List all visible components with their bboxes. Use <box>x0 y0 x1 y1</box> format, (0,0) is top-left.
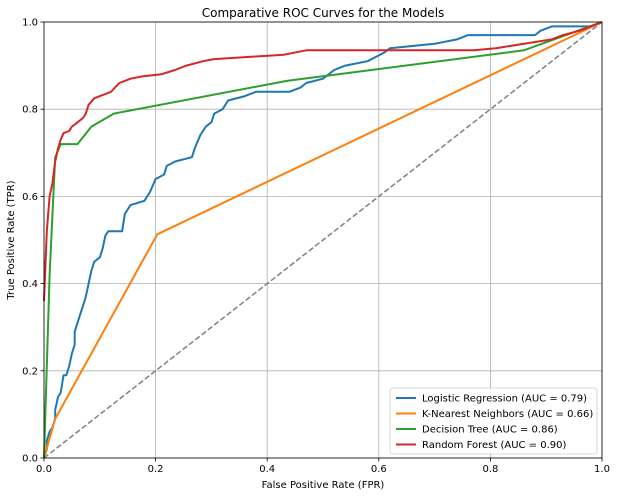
legend-label: Decision Tree (AUC = 0.86) <box>422 425 558 436</box>
x-axis-label: False Positive Rate (FPR) <box>262 480 385 491</box>
roc-curve-line <box>43 21 603 302</box>
legend: Logistic Regression (AUC = 0.79) K-Neares… <box>389 387 598 455</box>
roc-curve-line <box>43 21 603 459</box>
x-tick-label: 0.2 <box>148 464 164 475</box>
roc-curves <box>43 21 603 459</box>
legend-label: Logistic Regression (AUC = 0.79) <box>422 394 587 405</box>
y-tick-label: 0.2 <box>22 366 38 377</box>
legend-label: Random Forest (AUC = 0.90) <box>422 440 566 451</box>
chart-title: Comparative ROC Curves for the Models <box>202 6 445 20</box>
plot-frame <box>43 21 603 459</box>
y-tick-label: 0.0 <box>22 454 38 465</box>
y-tick-label: 1.0 <box>22 18 38 29</box>
x-tick-label: 1.0 <box>594 464 610 475</box>
y-axis-label: True Positive Rate (TPR) <box>6 180 17 300</box>
y-tick-label: 0.4 <box>22 279 38 290</box>
chance-diagonal-line <box>43 21 603 459</box>
x-tick-label: 0.6 <box>371 464 387 475</box>
chance-line <box>43 21 603 459</box>
roc-curve-line <box>43 21 603 459</box>
x-tick-label: 0.8 <box>482 464 498 475</box>
y-tick-label: 0.8 <box>22 105 38 116</box>
legend-label: K-Nearest Neighbors (AUC = 0.66) <box>422 409 593 420</box>
legend-box <box>389 387 598 455</box>
x-axis-ticks: 0.0 0.2 0.4 0.6 0.8 1.0 <box>36 458 610 475</box>
y-axis-ticks: 0.0 0.2 0.4 0.6 0.8 1.0 <box>22 18 44 465</box>
x-tick-label: 0.0 <box>36 464 52 475</box>
y-tick-label: 0.6 <box>22 192 38 203</box>
x-tick-label: 0.4 <box>259 464 275 475</box>
roc-curve-line <box>43 21 603 459</box>
